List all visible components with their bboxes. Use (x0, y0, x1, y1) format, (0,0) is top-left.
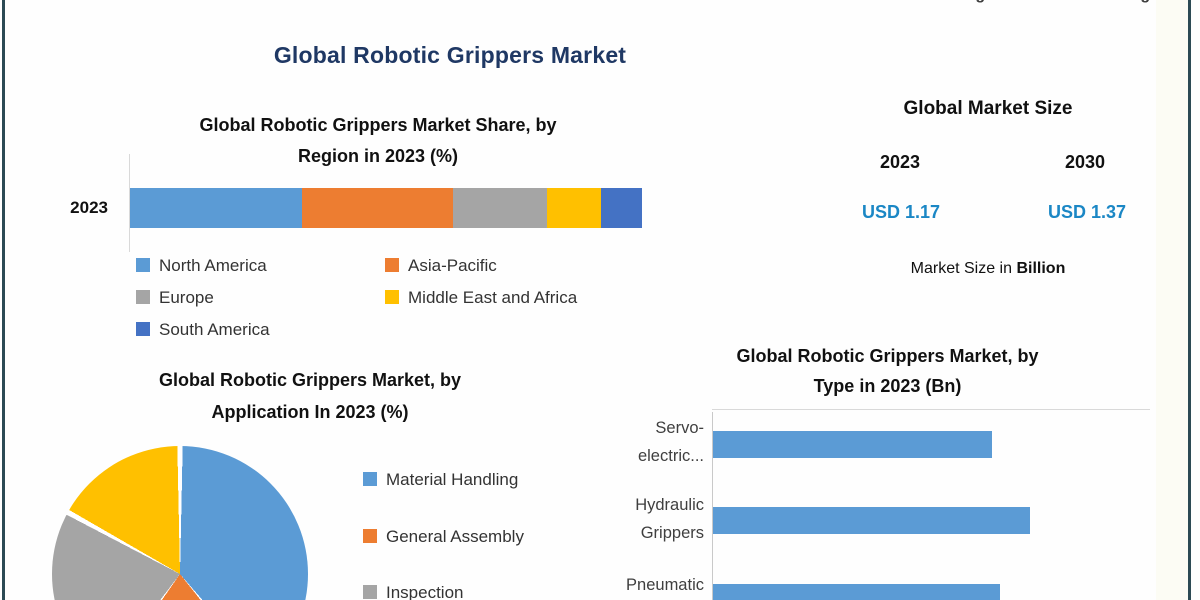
legend-swatch-asia-pacific (385, 258, 399, 272)
page-border-right (1188, 0, 1191, 600)
legend-swatch-north-america (136, 258, 150, 272)
type-category-hydraulic: Hydraulic Grippers (635, 496, 704, 542)
pie-legend-swatch-inspection (363, 585, 377, 599)
type-chart-axis-line (712, 412, 713, 600)
legend-label-europe: Europe (159, 288, 214, 307)
market-size-footnote-prefix: Market Size in (910, 260, 1017, 277)
pie-legend-item-inspection: Inspection (363, 583, 464, 600)
type-bar-servo-electric (713, 431, 992, 458)
market-size-value-2023: USD 1.17 (861, 202, 941, 222)
legend-swatch-europe (136, 290, 150, 304)
legend-swatch-south-america (136, 322, 150, 336)
legend-swatch-mea (385, 290, 399, 304)
region-chart-category-label: 2023 (70, 198, 108, 217)
pie-legend-swatch-material-handling (363, 472, 377, 486)
legend-label-south-america: South America (159, 320, 270, 339)
market-size-value-2030: USD 1.37 (1047, 202, 1127, 222)
pie-legend-item-material-handling: Material Handling (363, 470, 518, 489)
region-stacked-bar (130, 188, 642, 228)
pie-legend-label-material-handling: Material Handling (386, 470, 519, 489)
legend-item-north-america: North America (136, 256, 267, 275)
type-category-servo-electric: Servo- electric... (637, 419, 704, 465)
pie-legend-label-inspection: Inspection (386, 583, 464, 600)
legend-label-north-america: North America (159, 256, 267, 275)
region-bar-segment (547, 188, 602, 228)
region-bar-segment (130, 188, 302, 228)
market-size-title: Global Market Size (903, 98, 1073, 119)
type-bar-pneumatic (713, 584, 1000, 600)
legend-item-europe: Europe (136, 288, 214, 307)
region-bar-segment (301, 188, 453, 228)
market-size-footnote: Market Size in Billion (788, 260, 1188, 278)
region-bar-segment (601, 188, 642, 228)
legend-item-south-america: South America (136, 320, 270, 339)
pie-legend-label-general-assembly: General Assembly (386, 527, 524, 546)
type-chart-plot-top-line (712, 409, 1150, 410)
top-tagline-cropped: Market Intelligence and Consulting (872, 0, 1151, 4)
legend-item-asia-pacific: Asia-Pacific (385, 256, 497, 275)
region-chart-title: Global Robotic Grippers Market Share, by… (199, 115, 557, 166)
region-chart-axis-line (129, 154, 130, 252)
legend-item-mea: Middle East and Africa (385, 288, 577, 307)
type-category-pneumatic: Pneumatic (626, 576, 704, 594)
page-title: Global Robotic Grippers Market (273, 42, 627, 68)
pie-legend-item-general-assembly: General Assembly (363, 527, 524, 546)
application-chart-title: Global Robotic Grippers Market, by Appli… (158, 370, 462, 422)
type-chart-title: Global Robotic Grippers Market, by Type … (736, 346, 1039, 396)
right-margin-strip (1156, 0, 1188, 600)
legend-label-asia-pacific: Asia-Pacific (408, 256, 497, 275)
legend-label-mea: Middle East and Africa (408, 288, 578, 307)
page-border-left (2, 0, 5, 600)
market-size-footnote-bold: Billion (1016, 260, 1066, 277)
pie-legend-swatch-general-assembly (363, 529, 377, 543)
type-bar-hydraulic (713, 507, 1030, 534)
region-bar-segment (452, 188, 548, 228)
market-size-year-2030: 2030 (1064, 152, 1106, 172)
market-size-year-2023: 2023 (879, 152, 921, 172)
application-pie-chart (52, 446, 308, 600)
